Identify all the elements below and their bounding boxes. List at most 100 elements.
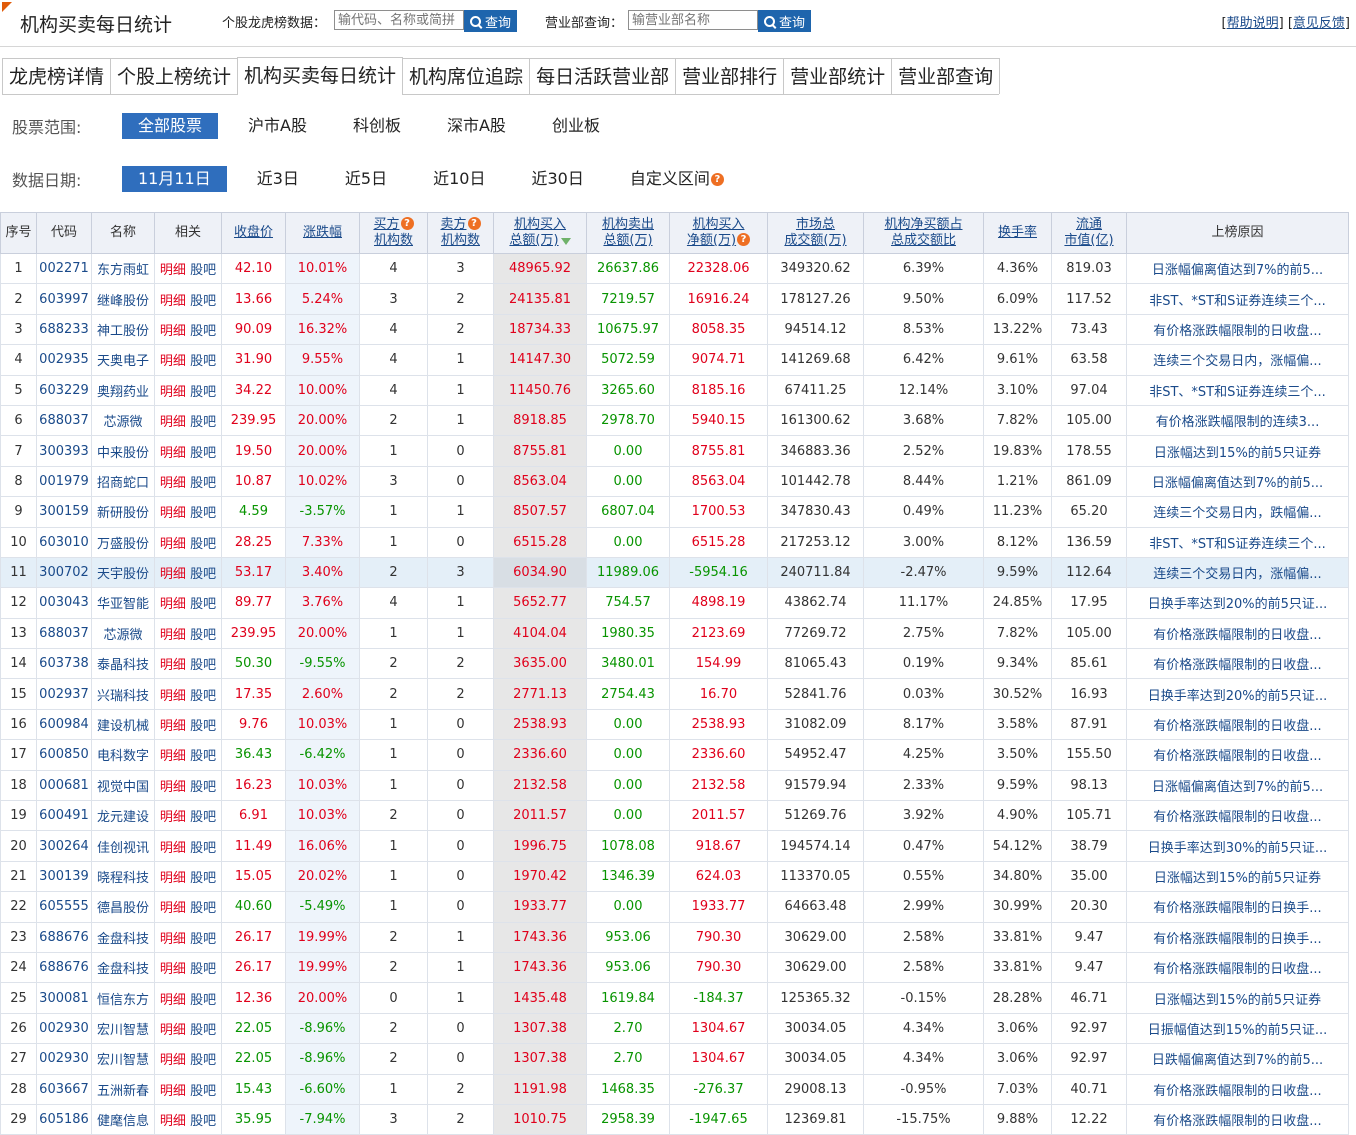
tab-1[interactable]: 龙虎榜详情 (2, 58, 112, 94)
listing-reason-link[interactable]: 有价格涨跌幅限制的日收盘... (1126, 708, 1349, 741)
scope-option-1[interactable]: 全部股票 (122, 113, 219, 139)
forum-link[interactable]: 股吧 (190, 1114, 217, 1130)
stock-code-link[interactable]: 603738 (36, 648, 92, 680)
stock-name-link[interactable]: 新研股份 (91, 496, 155, 528)
detail-link[interactable]: 明细 (159, 415, 186, 431)
forum-link[interactable]: 股吧 (190, 719, 217, 735)
detail-link[interactable]: 明细 (159, 840, 186, 856)
stock-name-link[interactable]: 中来股份 (91, 435, 155, 467)
stock-name-link[interactable]: 佳创视讯 (91, 830, 155, 862)
forum-link[interactable]: 股吧 (190, 931, 217, 947)
stock-code-link[interactable]: 603997 (36, 283, 92, 315)
forum-link[interactable]: 股吧 (190, 992, 217, 1008)
sort-descending-icon[interactable] (560, 238, 571, 245)
stock-name-link[interactable]: 龙元建设 (91, 800, 155, 832)
date-option-6[interactable]: 自定义区间? (614, 166, 740, 192)
date-option-4[interactable]: 近10日 (417, 166, 501, 192)
listing-reason-link[interactable]: 有价格涨跌幅限制的日收盘... (1126, 800, 1349, 832)
detail-link[interactable]: 明细 (159, 658, 186, 674)
stock-name-link[interactable]: 金盘科技 (91, 951, 155, 984)
stock-name-link[interactable]: 天宇股份 (91, 556, 155, 589)
stock-name-link[interactable]: 招商蛇口 (91, 465, 155, 498)
listing-reason-link[interactable]: 日换手率达到30%的前5只证... (1126, 830, 1349, 862)
detail-link[interactable]: 明细 (159, 688, 186, 704)
stock-code-link[interactable]: 002271 (36, 252, 92, 285)
scope-option-2[interactable]: 沪市A股 (248, 116, 307, 135)
listing-reason-link[interactable]: 有价格涨跌幅限制的日收盘... (1126, 313, 1349, 346)
stock-name-link[interactable]: 芯源微 (91, 617, 155, 650)
listing-reason-link[interactable]: 非ST、*ST和S证券连续三个... (1126, 283, 1349, 315)
scope-option-5[interactable]: 创业板 (551, 116, 600, 135)
detail-link[interactable]: 明细 (159, 1083, 186, 1099)
column-header-12[interactable]: 市场总 成交额(万) (767, 212, 864, 254)
listing-reason-link[interactable]: 日涨幅偏离值达到7%的前5... (1126, 465, 1349, 498)
column-header-15[interactable]: 流通 市值(亿) (1051, 212, 1127, 254)
stock-name-link[interactable]: 健麾信息 (91, 1103, 155, 1135)
listing-reason-link[interactable]: 连续三个交易日内，涨幅偏... (1126, 344, 1349, 376)
detail-link[interactable]: 明细 (159, 536, 186, 552)
stock-name-link[interactable]: 电科数字 (91, 739, 155, 771)
listing-reason-link[interactable]: 日涨幅偏离值达到7%的前5... (1126, 769, 1349, 802)
tab-5[interactable]: 每日活跃营业部 (529, 58, 677, 94)
forum-link[interactable]: 股吧 (190, 688, 217, 704)
detail-link[interactable]: 明细 (159, 384, 186, 400)
column-header-11[interactable]: 机构买入 净额(万)? (669, 212, 768, 254)
stock-search-button[interactable]: 查询 (464, 10, 518, 32)
forum-link[interactable]: 股吧 (190, 597, 217, 613)
stock-code-link[interactable]: 300264 (36, 830, 92, 862)
stock-code-link[interactable]: 002935 (36, 344, 92, 376)
stock-name-link[interactable]: 晓程科技 (91, 860, 155, 893)
stock-code-link[interactable]: 300159 (36, 496, 92, 528)
stock-code-link[interactable]: 605555 (36, 891, 92, 923)
stock-code-link[interactable]: 300702 (36, 556, 92, 589)
forum-link[interactable]: 股吧 (190, 263, 217, 279)
forum-link[interactable]: 股吧 (190, 415, 217, 431)
stock-code-link[interactable]: 000681 (36, 769, 92, 802)
branch-search-button[interactable]: 查询 (758, 10, 812, 32)
forum-link[interactable]: 股吧 (190, 354, 217, 370)
stock-code-link[interactable]: 300139 (36, 860, 92, 893)
stock-name-link[interactable]: 芯源微 (91, 404, 155, 437)
column-header-14[interactable]: 换手率 (983, 212, 1052, 254)
detail-link[interactable]: 明细 (159, 779, 186, 795)
detail-link[interactable]: 明细 (159, 901, 186, 917)
forum-link[interactable]: 股吧 (190, 962, 217, 978)
scope-option-3[interactable]: 科创板 (352, 116, 401, 135)
listing-reason-link[interactable]: 有价格涨跌幅限制的日换手... (1126, 921, 1349, 953)
stock-name-link[interactable]: 宏川智慧 (91, 1012, 155, 1045)
forum-link[interactable]: 股吧 (190, 1083, 217, 1099)
stock-name-link[interactable]: 宏川智慧 (91, 1043, 155, 1075)
detail-link[interactable]: 明细 (159, 1053, 186, 1069)
tab-2[interactable]: 个股上榜统计 (110, 58, 239, 94)
stock-name-link[interactable]: 视觉中国 (91, 769, 155, 802)
listing-reason-link[interactable]: 日涨幅达到15%的前5只证券 (1126, 435, 1349, 467)
listing-reason-link[interactable]: 日振幅值达到15%的前5只证... (1126, 1012, 1349, 1045)
date-option-2[interactable]: 近3日 (241, 166, 315, 192)
forum-link[interactable]: 股吧 (190, 445, 217, 461)
stock-name-link[interactable]: 建设机械 (91, 708, 155, 741)
forum-link[interactable]: 股吧 (190, 810, 217, 826)
stock-name-link[interactable]: 华亚智能 (91, 587, 155, 619)
date-option-3[interactable]: 近5日 (329, 166, 403, 192)
listing-reason-link[interactable]: 有价格涨跌幅限制的日收盘... (1126, 739, 1349, 771)
forum-link[interactable]: 股吧 (190, 749, 217, 765)
listing-reason-link[interactable]: 日换手率达到20%的前5只证... (1126, 587, 1349, 619)
stock-code-link[interactable]: 603667 (36, 1073, 92, 1105)
listing-reason-link[interactable]: 非ST、*ST和S证券连续三个... (1126, 374, 1349, 406)
stock-code-link[interactable]: 002937 (36, 678, 92, 710)
forum-link[interactable]: 股吧 (190, 475, 217, 491)
stock-code-link[interactable]: 688676 (36, 951, 92, 984)
date-option-1[interactable]: 11月11日 (122, 166, 227, 192)
stock-code-link[interactable]: 600850 (36, 739, 92, 771)
detail-link[interactable]: 明细 (159, 293, 186, 309)
detail-link[interactable]: 明细 (159, 1114, 186, 1130)
help-question-icon[interactable]: ? (467, 217, 481, 230)
stock-name-link[interactable]: 继峰股份 (91, 283, 155, 315)
stock-code-link[interactable]: 300393 (36, 435, 92, 467)
stock-name-link[interactable]: 兴瑞科技 (91, 678, 155, 710)
column-header-5[interactable]: 收盘价 (221, 212, 286, 254)
stock-code-link[interactable]: 002930 (36, 1012, 92, 1045)
detail-link[interactable]: 明细 (159, 810, 186, 826)
column-header-13[interactable]: 机构净买额占 总成交额比 (863, 212, 984, 254)
stock-code-link[interactable]: 300081 (36, 982, 92, 1014)
